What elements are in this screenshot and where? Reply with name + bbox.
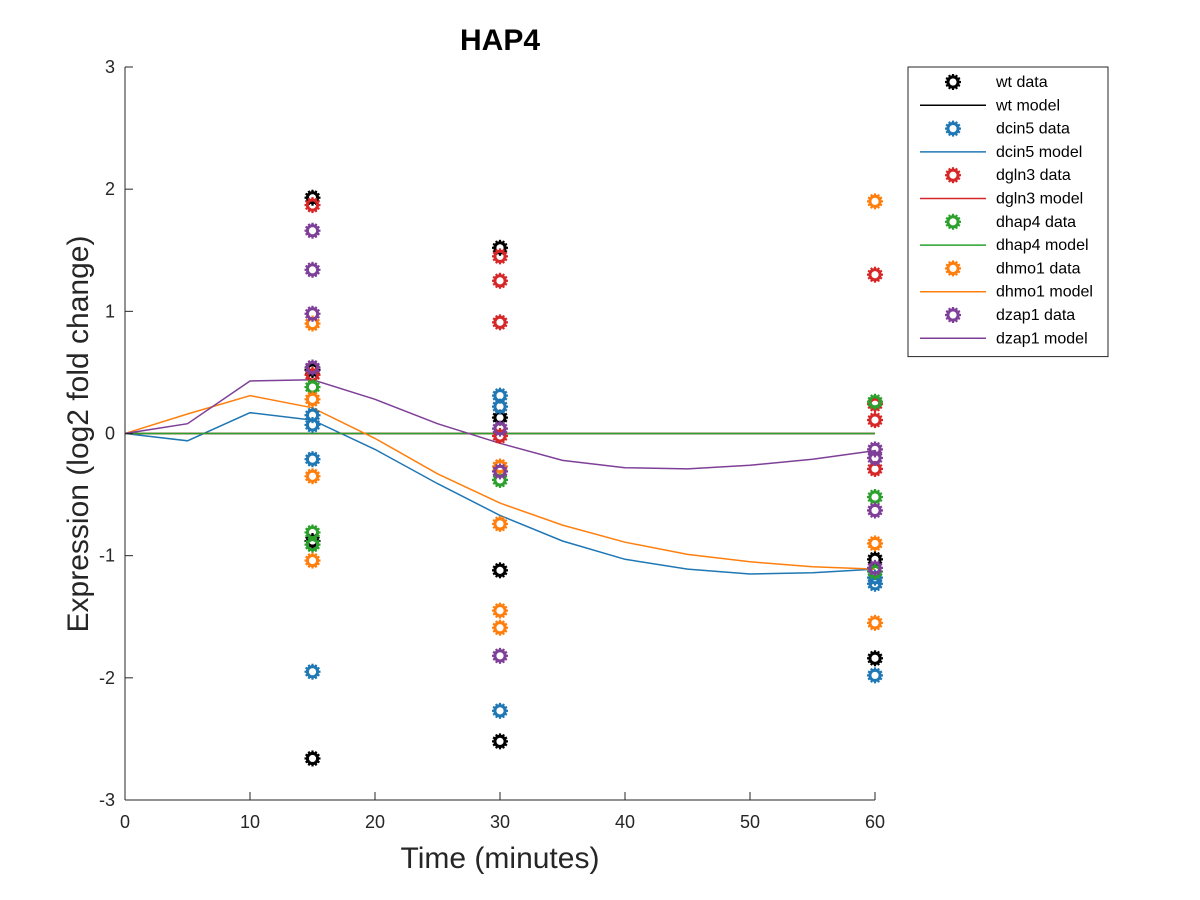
dhmo1-data-point — [867, 614, 883, 631]
dzap1-data-point — [867, 449, 883, 466]
dhmo1-data-point — [492, 515, 508, 532]
dzap1-data-point — [867, 441, 883, 458]
x-axis: 0 10 20 30 40 50 60 — [120, 792, 885, 832]
y-tick-label: -1 — [99, 546, 115, 566]
dcin5-data-point — [492, 398, 508, 415]
dzap1-data-point — [304, 261, 321, 278]
dzap1-data-point — [867, 559, 883, 576]
y-axis: -3 -2 -1 0 1 2 3 — [99, 57, 133, 810]
legend-dcin5-model-label: dcin5 model — [996, 144, 1082, 161]
dgln3-data-point — [492, 272, 508, 289]
dhmo1-data-point — [304, 391, 321, 408]
dgln3-data-point — [304, 197, 321, 214]
y-tick-label: -3 — [99, 790, 115, 810]
dhap4-data-point — [867, 393, 883, 410]
legend-dzap1-data-marker — [945, 307, 961, 323]
dzap1-data-point — [304, 359, 321, 376]
x-tick-label: 30 — [490, 812, 510, 832]
legend: wt data wt model dcin5 data dcin5 model dgln… — [907, 66, 1109, 358]
dgln3-data-point — [492, 314, 508, 331]
dhmo1-model-line — [124, 394, 876, 570]
dzap1-data-point — [492, 647, 508, 664]
legend-dzap1-model-label: dzap1 model — [996, 330, 1088, 347]
x-tick-label: 60 — [865, 812, 885, 832]
legend-dhmo1-data-marker — [945, 260, 961, 277]
wt-data-point — [867, 650, 883, 667]
x-tick-label: 20 — [365, 812, 385, 832]
dcin5-model-line — [124, 411, 876, 575]
legend-dgln3-model-label: dgln3 model — [996, 191, 1083, 208]
legend-box — [907, 66, 1109, 358]
dhmo1-data-point — [867, 193, 883, 210]
x-tick-label: 10 — [240, 812, 260, 832]
y-axis-label: Expression (log2 fold change) — [62, 236, 95, 633]
x-axis-label: Time (minutes) — [401, 842, 600, 875]
y-tick-label: 0 — [105, 424, 115, 444]
legend-wt-data-marker — [945, 74, 961, 90]
legend-wt-data-label: wt data — [995, 74, 1048, 91]
legend-dcin5-data-marker — [945, 120, 961, 137]
dzap1-data-point — [304, 305, 321, 322]
legend-dhap4-data-label: dhap4 data — [996, 214, 1076, 231]
dzap1-data-point — [304, 222, 321, 239]
legend-dhmo1-data-label: dhmo1 data — [996, 260, 1081, 277]
legend-dzap1-data-label: dzap1 data — [996, 307, 1075, 324]
dzap1-data-point — [867, 502, 883, 519]
x-tick-label: 0 — [120, 812, 130, 832]
legend-dgln3-data-label: dgln3 data — [996, 167, 1071, 184]
x-tick-label: 40 — [615, 812, 635, 832]
chart-title: HAP4 — [460, 24, 540, 57]
legend-dhmo1-model-label: dhmo1 model — [996, 284, 1093, 301]
wt-data-point — [492, 562, 508, 579]
legend-dhap4-model-label: dhap4 model — [996, 237, 1089, 254]
wt-data-point — [304, 750, 321, 767]
dhmo1-data-point — [492, 602, 508, 619]
dhap4-data-point — [304, 536, 321, 553]
dcin5-data-point — [304, 416, 321, 433]
dcin5-data-point — [304, 451, 321, 468]
dhmo1-data-point — [304, 468, 321, 485]
legend-dcin5-data-label: dcin5 data — [996, 121, 1070, 138]
plot-area — [124, 189, 883, 767]
y-tick-label: 2 — [105, 179, 115, 199]
y-tick-label: -2 — [99, 668, 115, 688]
legend-dhap4-data-marker — [945, 213, 961, 230]
legend-dgln3-data-marker — [945, 167, 961, 184]
dcin5-data-point — [867, 667, 883, 684]
dhmo1-data-point — [492, 619, 508, 636]
dzap1-data-point — [492, 420, 508, 437]
dgln3-data-point — [492, 248, 508, 265]
dzap1-data-point — [492, 463, 508, 480]
x-tick-label: 50 — [740, 812, 760, 832]
y-tick-label: 3 — [105, 57, 115, 77]
dhmo1-data-point — [867, 535, 883, 552]
dcin5-data-point — [304, 663, 321, 680]
dgln3-data-point — [867, 266, 883, 283]
dhmo1-data-point — [304, 552, 321, 569]
dgln3-data-point — [867, 412, 883, 429]
dcin5-data-point — [492, 702, 508, 719]
legend-wt-model-label: wt model — [995, 97, 1060, 114]
y-tick-label: 1 — [105, 301, 115, 321]
wt-data-point — [492, 733, 508, 750]
